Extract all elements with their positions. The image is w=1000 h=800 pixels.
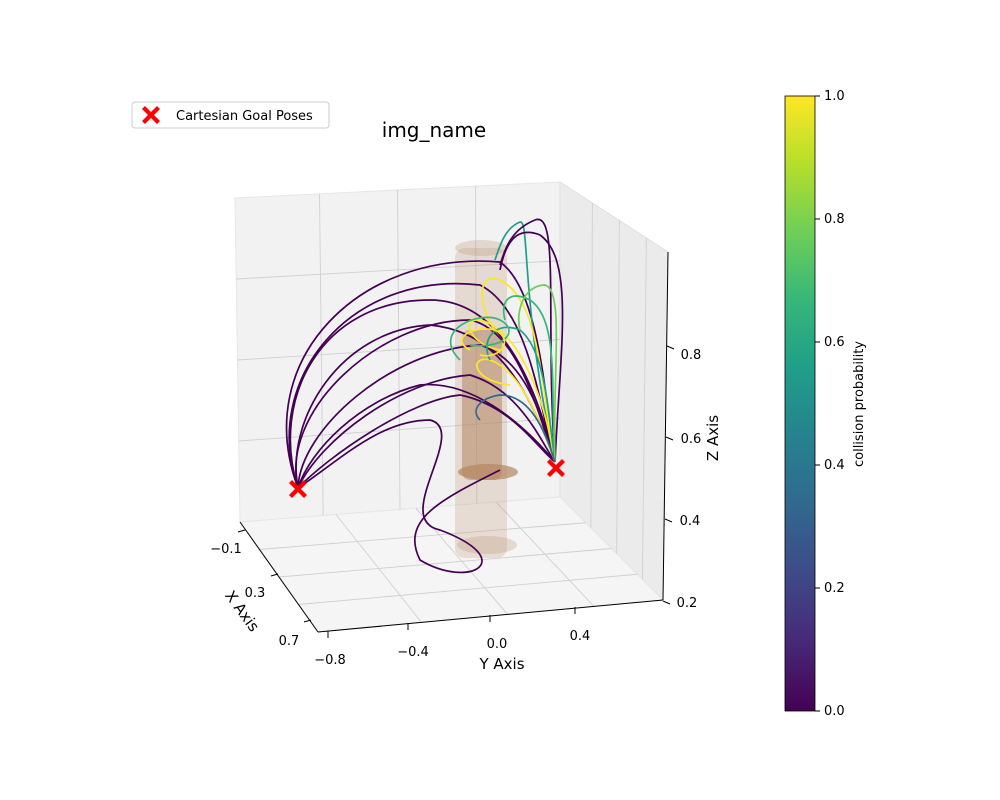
obstacle-top-cap [455,240,507,256]
trajectory-line [297,374,556,489]
z-tick-mark [662,600,671,605]
goal-marker-icon [547,459,565,477]
z-tick-label: 0.2 [677,596,698,611]
trajectory-line [494,221,556,463]
grid-line [590,202,593,528]
obstacle-core [462,330,502,480]
trajectory-line [297,419,501,574]
y-axis-label: Y Axis [478,655,524,673]
grid-line [335,514,422,623]
trajectory-line [468,319,556,463]
grid-line [298,573,638,605]
trajectory-line [499,231,564,463]
grid-line [278,548,612,578]
trajectory-group [285,218,564,574]
colorbar-tick-label: 0.2 [824,581,845,596]
tick-marks: −0.1 0.3 0.7 −0.8 −0.4 0.0 0.4 0.2 0.4 0.6 0.8 [210,345,702,668]
z-axis-line [662,251,669,601]
grid-line [319,193,324,516]
grid-line [397,189,401,510]
x-tick-mark [303,619,312,623]
legend-entry-label: Cartesian Goal Poses [176,109,313,124]
x-tick-mark [270,573,279,577]
trajectory-line [450,316,510,361]
trajectory-line [297,383,556,489]
z-tick-mark [665,436,674,441]
colorbar-gradient [784,95,816,712]
trajectory-line [289,299,556,489]
legend-marker-x-icon [142,106,160,124]
trajectory-line [502,295,556,463]
z-tick-label: 0.4 [680,514,701,529]
x-tick-label: 0.7 [279,634,300,649]
y-tick-label: −0.4 [397,645,429,660]
colorbar-tick-label: 0.6 [824,335,845,350]
trajectory-line [486,326,556,463]
trajectory-line [517,284,558,463]
trajectory-line [461,328,506,357]
z-tick-mark [666,345,675,350]
y-tick-label: 0.4 [570,629,591,644]
x-tick-label: −0.1 [210,542,242,557]
colorbar-ticks: 0.0 0.2 0.4 0.6 0.8 1.0 [815,89,845,719]
trajectory-line [297,394,556,489]
legend-frame [131,101,330,129]
goal-markers [289,459,565,498]
z-axis-label: Z Axis [704,415,722,461]
axes-panes [234,181,669,633]
legend: Cartesian Goal Poses [131,101,330,129]
chart-title: img_name [382,118,486,142]
z-tick-label: 0.6 [681,432,702,447]
obstacle-ring [458,464,518,480]
colorbar-tick-label: 0.8 [824,212,845,227]
z-tick-mark [664,518,673,523]
colorbar-tick-label: 1.0 [824,89,845,104]
colorbar: 0.0 0.2 0.4 0.6 0.8 1.0 collision probability [784,89,867,719]
colorbar-label: collision probability [852,341,867,467]
obstacle-bottom-cap [457,536,517,554]
y-tick-label: 0.0 [487,637,508,652]
grid-line [495,501,595,607]
grid-line [641,237,647,580]
trajectory-line [499,218,556,463]
x-axis-line [239,521,319,633]
colorbar-tick-label: 0.4 [824,458,845,473]
grid-line [616,220,620,554]
z-tick-label: 0.8 [681,348,702,363]
colorbar-tick-label: 0.0 [824,704,845,719]
goal-marker-icon [289,480,307,498]
x-tick-mark [237,529,246,533]
trajectory-line [481,277,556,463]
trajectory-line [288,282,556,489]
x-tick-label: 0.3 [245,586,266,601]
y-tick-label: −0.8 [314,653,346,668]
trajectory-line [475,394,556,463]
grid-line [259,522,586,550]
